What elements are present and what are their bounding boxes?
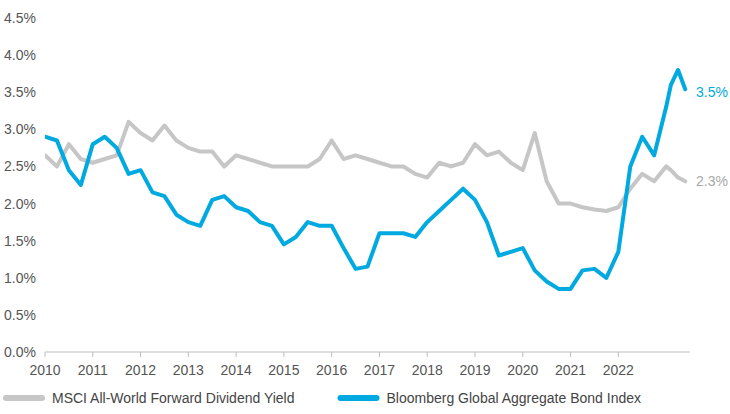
- x-tick-label: 2021: [555, 362, 586, 378]
- x-tick: [188, 352, 189, 357]
- y-tick-label: 1.0%: [4, 270, 36, 286]
- legend-label: Bloomberg Global Aggregate Bond Index: [387, 390, 642, 406]
- x-tick-label: 2015: [268, 362, 299, 378]
- x-tick: [427, 352, 428, 357]
- legend-label: MSCI All-World Forward Dividend Yield: [52, 390, 295, 406]
- x-tick: [522, 352, 523, 357]
- y-tick-label: 0.5%: [4, 307, 36, 323]
- series-line: [45, 70, 685, 289]
- y-tick-label: 4.5%: [4, 10, 36, 26]
- y-tick-label: 2.0%: [4, 196, 36, 212]
- x-tick-label: 2019: [459, 362, 490, 378]
- x-tick: [140, 352, 141, 357]
- x-tick-label: 2011: [78, 362, 108, 378]
- x-tick-label: 2012: [125, 362, 156, 378]
- x-tick-label: 2022: [603, 362, 634, 378]
- y-tick-label: 3.0%: [4, 121, 36, 137]
- x-tick-label: 2014: [221, 362, 252, 378]
- x-tick-label: 2013: [173, 362, 204, 378]
- chart-container: 0.0% 0.5% 1.0% 1.5% 2.0% 2.5% 3.0% 3.5% 4.0% 4.5%…: [0, 0, 730, 414]
- end-label: 3.5%: [696, 84, 728, 100]
- x-tick: [475, 352, 476, 357]
- x-tick: [618, 352, 619, 357]
- y-tick-label: 1.5%: [4, 233, 36, 249]
- x-tick: [379, 352, 380, 357]
- x-tick-label: 2016: [316, 362, 347, 378]
- end-label: 2.3%: [696, 173, 728, 189]
- plot-area: [45, 70, 685, 289]
- x-tick-label: 2010: [29, 362, 60, 378]
- x-axis-line: [45, 351, 690, 352]
- x-tick: [236, 352, 237, 357]
- y-tick-label: 0.0%: [4, 344, 36, 360]
- y-tick-label: 2.5%: [4, 158, 36, 174]
- y-tick-label: 4.0%: [4, 47, 36, 63]
- chart-svg: 0.0% 0.5% 1.0% 1.5% 2.0% 2.5% 3.0% 3.5% 4.0% 4.5%…: [0, 0, 730, 414]
- x-tick: [45, 352, 46, 357]
- x-tick-label: 2020: [507, 362, 538, 378]
- x-tick-label: 2017: [364, 362, 395, 378]
- x-tick: [92, 352, 93, 357]
- x-tick: [331, 352, 332, 357]
- legend-swatch: [341, 395, 377, 401]
- x-tick: [570, 352, 571, 357]
- series-line: [45, 122, 685, 211]
- legend-swatch: [6, 395, 42, 401]
- y-tick-label: 3.5%: [4, 84, 36, 100]
- x-tick-label: 2018: [412, 362, 443, 378]
- x-tick: [283, 352, 284, 357]
